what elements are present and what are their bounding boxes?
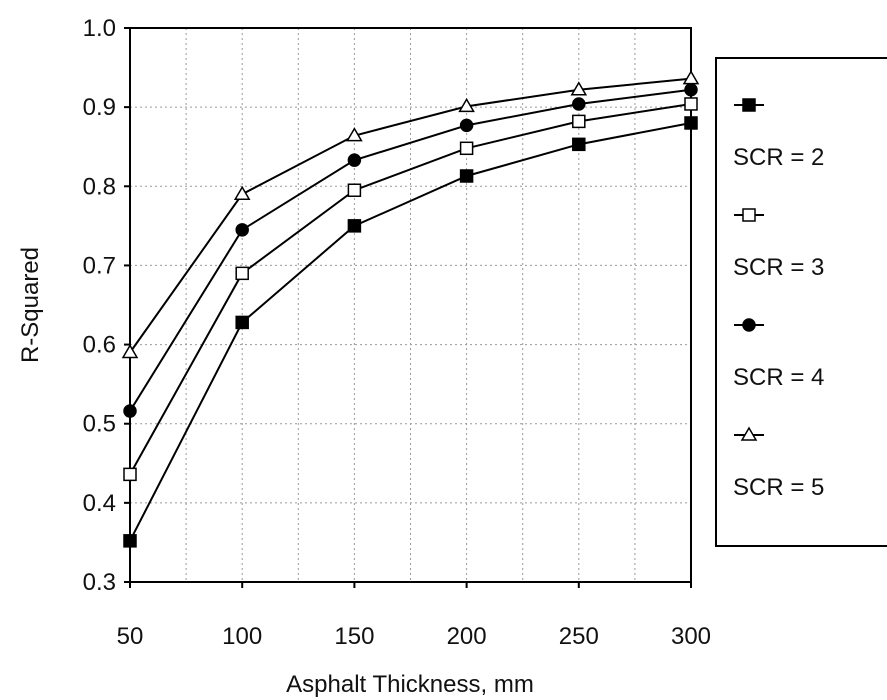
data-point <box>459 169 474 183</box>
series-2 <box>123 97 698 482</box>
gridlines <box>130 28 691 582</box>
y-tick-label: 0.8 <box>83 173 116 200</box>
series-line <box>129 121 692 542</box>
data-point <box>347 153 362 167</box>
series-3 <box>123 82 698 418</box>
legend-label: SCR = 3 <box>733 254 824 281</box>
x-tick-label: 50 <box>117 623 144 650</box>
data-point <box>458 97 475 113</box>
y-tick-label: 0.3 <box>83 569 116 596</box>
legend-marker <box>742 318 756 332</box>
data-point <box>570 81 588 96</box>
y-tick-label: 1.0 <box>83 15 116 42</box>
y-tick-label: 0.5 <box>83 411 116 438</box>
data-point <box>235 223 249 237</box>
series-4 <box>121 70 700 359</box>
data-point <box>572 97 586 111</box>
legend-item: SCR = 5 <box>733 426 824 501</box>
y-axis-ticks: 0.3 0.4 0.5 0.6 0.7 0.8 0.9 1.0 <box>83 15 130 596</box>
y-axis-title: R-Squared <box>17 247 44 363</box>
data-point <box>572 137 586 152</box>
legend-marker <box>742 208 756 222</box>
series-line <box>129 77 692 354</box>
data-point <box>235 315 249 330</box>
y-tick-label: 0.7 <box>83 252 116 279</box>
data-point <box>572 114 586 129</box>
legend-label: SCR = 2 <box>733 144 824 171</box>
data-point <box>684 82 698 97</box>
x-tick-label: 200 <box>447 623 487 650</box>
legend-label: SCR = 4 <box>733 364 824 391</box>
x-axis-ticks: 50 100 150 200 250 300 <box>117 582 711 650</box>
data-point <box>233 185 251 200</box>
data-point <box>347 219 362 233</box>
legend-label: SCR = 5 <box>733 474 824 501</box>
y-tick-label: 0.9 <box>83 94 116 121</box>
legend-item: SCR = 3 <box>733 208 824 281</box>
data-point <box>123 534 137 548</box>
data-point <box>235 266 249 281</box>
legend-item: SCR = 4 <box>733 318 824 391</box>
data-point <box>459 141 474 156</box>
data-point <box>459 118 474 133</box>
series-layer <box>121 70 700 548</box>
series-line <box>129 88 692 412</box>
data-point <box>682 70 700 85</box>
data-point <box>123 404 137 418</box>
legend-marker <box>740 426 758 441</box>
y-tick-label: 0.6 <box>83 332 116 359</box>
series-1 <box>123 116 698 548</box>
data-point <box>346 127 363 142</box>
y-tick-label: 0.4 <box>83 490 116 517</box>
plot-frame <box>129 27 692 583</box>
x-tick-label: 100 <box>222 623 262 650</box>
series-line <box>129 102 692 475</box>
data-point <box>684 116 698 130</box>
x-tick-label: 300 <box>671 623 711 650</box>
legend-box <box>715 57 887 547</box>
data-point <box>123 467 137 482</box>
x-tick-label: 250 <box>559 623 599 650</box>
data-point <box>347 183 362 197</box>
data-point <box>121 343 139 359</box>
data-point <box>684 97 698 111</box>
legend-item: SCR = 2 <box>733 98 824 171</box>
legend: SCR = 2 SCR = 3 SCR = 4 SCR = 5 <box>733 98 824 501</box>
x-tick-label: 150 <box>334 623 374 650</box>
x-axis-title: Asphalt Thickness, mm <box>286 671 534 698</box>
legend-marker <box>742 98 756 112</box>
